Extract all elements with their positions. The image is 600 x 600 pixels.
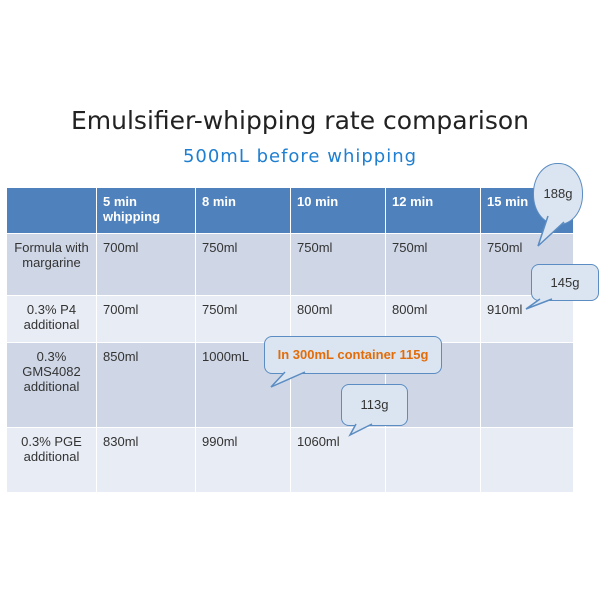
table-row: 0.3% PGE additional 830ml 990ml 1060ml xyxy=(6,427,574,493)
callout-tail xyxy=(270,371,306,388)
table-cell xyxy=(480,427,574,493)
table-cell: 700ml xyxy=(96,233,196,296)
callout-115g: In 300mL container 115g xyxy=(264,336,442,388)
table-row: Formula with margarine 700ml 750ml 750ml… xyxy=(6,233,574,296)
table-cell: 750ml xyxy=(385,233,481,296)
callout-text: In 300mL container 115g xyxy=(277,347,429,362)
callout-113g: 113g xyxy=(341,384,408,437)
table-cell: 830ml xyxy=(96,427,196,493)
table-cell-highlight: 1060ml xyxy=(290,427,386,493)
callout-text: 188g xyxy=(543,186,573,201)
header-cell xyxy=(6,187,97,234)
row-label: 0.3% GMS4082 additional xyxy=(6,342,97,428)
callout-tail xyxy=(525,298,553,310)
row-label: 0.3% PGE additional xyxy=(6,427,97,493)
table-cell: 750ml xyxy=(290,233,386,296)
header-cell: 12 min xyxy=(385,187,481,234)
page-subtitle: 500mL before whipping xyxy=(182,146,418,167)
callout-145g: 145g xyxy=(525,264,599,310)
row-label: Formula with margarine xyxy=(6,233,97,296)
table-cell: 750ml xyxy=(195,233,291,296)
header-cell: 5 min whipping xyxy=(96,187,196,234)
callout-188g: 188g xyxy=(533,163,583,247)
row-label: 0.3% P4 additional xyxy=(6,295,97,343)
table-row: 0.3% P4 additional 700ml 750ml 800ml 800… xyxy=(6,295,574,343)
table-cell: 910ml xyxy=(480,295,574,343)
callout-tail xyxy=(348,423,373,437)
callout-text: 113g xyxy=(360,397,389,412)
table-cell: 800ml xyxy=(385,295,481,343)
header-cell: 10 min xyxy=(290,187,386,234)
callout-text: 145g xyxy=(550,275,580,290)
table-cell-highlight: 1000mL xyxy=(195,342,291,428)
callout-tail xyxy=(537,215,565,247)
table-cell: 850ml xyxy=(96,342,196,428)
table-cell: 750ml xyxy=(195,295,291,343)
table-header-row: 5 min whipping 8 min 10 min 12 min 15 mi… xyxy=(6,187,574,234)
table-cell xyxy=(385,427,481,493)
header-cell: 8 min xyxy=(195,187,291,234)
comparison-table: 5 min whipping 8 min 10 min 12 min 15 mi… xyxy=(6,187,574,493)
table-cell: 990ml xyxy=(195,427,291,493)
page-title: Emulsifier-whipping rate comparison xyxy=(70,106,530,135)
table-cell: 700ml xyxy=(96,295,196,343)
table-row: 0.3% GMS4082 additional 850ml 1000mL xyxy=(6,342,574,428)
table-cell xyxy=(480,342,574,428)
